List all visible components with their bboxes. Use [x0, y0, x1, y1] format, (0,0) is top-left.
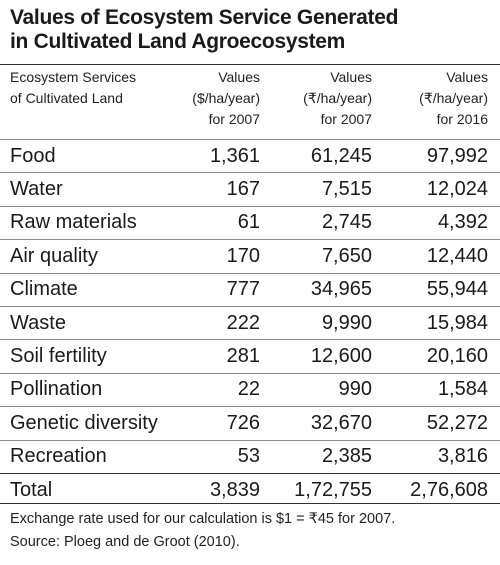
usd-2007-cell: 222 — [178, 305, 274, 340]
table-row: Food 1,361 61,245 97,992 — [0, 138, 500, 173]
inr-2007-cell: 7,515 — [274, 172, 386, 207]
usd-2007-cell: 281 — [178, 339, 274, 374]
service-cell: Raw materials — [0, 205, 178, 240]
service-cell: Waste — [0, 305, 178, 340]
total-row: Total 3,839 1,72,755 2,76,608 — [0, 472, 500, 507]
header-service: Ecosystem Services of Cultivated Land — [0, 67, 178, 140]
table-row: Recreation 53 2,385 3,816 — [0, 439, 500, 474]
header-line: ($/ha/year) — [192, 90, 260, 106]
header-line: of Cultivated Land — [10, 90, 123, 106]
table-row: Genetic diversity 726 32,670 52,272 — [0, 406, 500, 441]
table-row: Water 167 7,515 12,024 — [0, 172, 500, 207]
total-label: Total — [0, 472, 178, 507]
source-note: Source: Ploeg and de Groot (2010). — [10, 534, 240, 550]
table-row: Raw materials 61 2,745 4,392 — [0, 205, 500, 240]
total-inr-2016: 2,76,608 — [386, 472, 500, 507]
inr-2016-cell: 12,024 — [386, 172, 500, 207]
usd-2007-cell: 726 — [178, 406, 274, 441]
exchange-rate-note: Exchange rate used for our calculation i… — [10, 511, 396, 527]
table-row: Air quality 170 7,650 12,440 — [0, 239, 500, 274]
table-row: Pollination 22 990 1,584 — [0, 372, 500, 407]
usd-2007-cell: 61 — [178, 205, 274, 240]
header-line: (₹/ha/year) — [303, 90, 372, 106]
ecosystem-values-table: Ecosystem Services of Cultivated Land Va… — [0, 67, 500, 507]
header-usd-2007: Values ($/ha/year) for 2007 — [178, 67, 274, 140]
table-row: Waste 222 9,990 15,984 — [0, 305, 500, 340]
service-cell: Climate — [0, 272, 178, 307]
bottom-rule — [0, 503, 500, 504]
inr-2007-cell: 2,745 — [274, 205, 386, 240]
header-line: (₹/ha/year) — [419, 90, 488, 106]
service-cell: Water — [0, 172, 178, 207]
inr-2016-cell: 4,392 — [386, 205, 500, 240]
inr-2007-cell: 32,670 — [274, 406, 386, 441]
inr-2007-cell: 12,600 — [274, 339, 386, 374]
service-cell: Genetic diversity — [0, 406, 178, 441]
table-row: Soil fertility 281 12,600 20,160 — [0, 339, 500, 374]
header-line: for 2007 — [320, 111, 372, 127]
inr-2016-cell: 55,944 — [386, 272, 500, 307]
header-line: Values — [330, 69, 372, 85]
top-rule — [0, 64, 500, 65]
usd-2007-cell: 22 — [178, 372, 274, 407]
inr-2016-cell: 1,584 — [386, 372, 500, 407]
title-line-2: in Cultivated Land Agroecosystem — [10, 30, 346, 53]
total-inr-2007: 1,72,755 — [274, 472, 386, 507]
inr-2016-cell: 52,272 — [386, 406, 500, 441]
header-row: Ecosystem Services of Cultivated Land Va… — [0, 67, 500, 140]
usd-2007-cell: 777 — [178, 272, 274, 307]
service-cell: Recreation — [0, 439, 178, 474]
footnote: Exchange rate used for our calculation i… — [10, 508, 496, 554]
inr-2016-cell: 3,816 — [386, 439, 500, 474]
table-row: Climate 777 34,965 55,944 — [0, 272, 500, 307]
inr-2007-cell: 990 — [274, 372, 386, 407]
header-line: for 2016 — [436, 111, 488, 127]
service-cell: Soil fertility — [0, 339, 178, 374]
title-line-1: Values of Ecosystem Service Generated — [10, 6, 399, 29]
header-line: Values — [446, 69, 488, 85]
usd-2007-cell: 53 — [178, 439, 274, 474]
table-title: Values of Ecosystem Service Generated in… — [10, 6, 490, 54]
inr-2016-cell: 12,440 — [386, 239, 500, 274]
inr-2016-cell: 97,992 — [386, 138, 500, 173]
header-inr-2007: Values (₹/ha/year) for 2007 — [274, 67, 386, 140]
header-inr-2016: Values (₹/ha/year) for 2016 — [386, 67, 500, 140]
inr-2007-cell: 61,245 — [274, 138, 386, 173]
inr-2016-cell: 15,984 — [386, 305, 500, 340]
usd-2007-cell: 170 — [178, 239, 274, 274]
inr-2007-cell: 2,385 — [274, 439, 386, 474]
inr-2007-cell: 9,990 — [274, 305, 386, 340]
header-line: Ecosystem Services — [10, 69, 137, 85]
service-cell: Air quality — [0, 239, 178, 274]
inr-2007-cell: 34,965 — [274, 272, 386, 307]
usd-2007-cell: 1,361 — [178, 138, 274, 173]
total-usd-2007: 3,839 — [178, 472, 274, 507]
inr-2016-cell: 20,160 — [386, 339, 500, 374]
service-cell: Pollination — [0, 372, 178, 407]
header-line: Values — [218, 69, 260, 85]
usd-2007-cell: 167 — [178, 172, 274, 207]
inr-2007-cell: 7,650 — [274, 239, 386, 274]
header-line: for 2007 — [208, 111, 260, 127]
service-cell: Food — [0, 138, 178, 173]
